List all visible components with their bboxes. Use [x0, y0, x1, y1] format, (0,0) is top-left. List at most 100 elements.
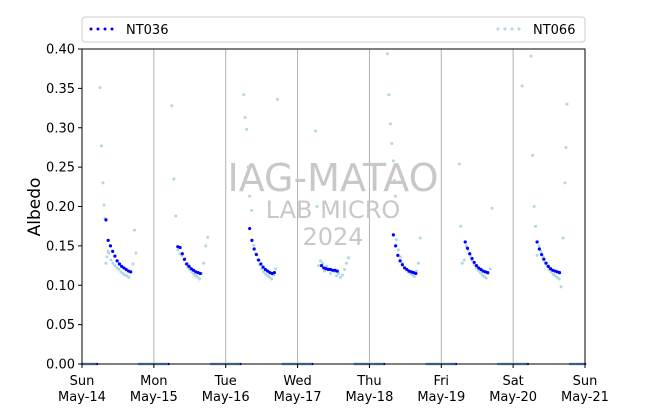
data-point-nt036: [557, 271, 562, 275]
data-point-nt066: [346, 256, 350, 260]
data-point-nt066: [388, 122, 392, 126]
data-point-nt036: [254, 252, 259, 257]
watermark-line-1: IAG-MATAO: [227, 156, 438, 200]
x-tick-label-date: May-15: [130, 390, 178, 405]
y-tick-label: 0.05: [46, 318, 75, 333]
legend-marker: [517, 27, 521, 31]
data-point-nt066: [99, 144, 103, 148]
data-point-nt066: [534, 224, 538, 228]
data-point-nt036: [335, 269, 339, 273]
data-point-nt066: [564, 145, 568, 149]
data-point-nt066: [250, 208, 254, 212]
data-point-nt036: [535, 240, 539, 244]
data-point-nt066: [396, 248, 400, 252]
data-point-nt066: [541, 255, 545, 259]
x-tick-label-date: May-21: [561, 390, 609, 405]
data-point-nt066: [338, 275, 342, 279]
data-point-nt036: [111, 249, 115, 253]
data-point-nt036: [124, 267, 128, 272]
data-point-nt036: [542, 257, 546, 261]
data-point-nt036: [396, 253, 400, 257]
data-point-nt036: [261, 265, 265, 269]
x-tick-label-date: May-17: [274, 390, 322, 405]
data-point-nt066: [276, 97, 280, 101]
y-tick-label: 0.40: [46, 43, 75, 58]
data-point-nt066: [390, 142, 394, 145]
data-point-nt036: [394, 244, 398, 248]
data-point-nt036: [477, 266, 481, 270]
legend: NT036 NT066: [81, 16, 586, 43]
data-point-nt036: [537, 247, 541, 251]
data-point-nt036: [182, 257, 187, 261]
data-point-nt066: [334, 274, 338, 278]
data-point-nt066: [248, 194, 252, 198]
data-point-nt066: [245, 127, 249, 131]
data-point-nt036: [400, 263, 404, 267]
data-point-nt036: [486, 271, 490, 275]
data-point-nt066: [174, 214, 178, 218]
data-point-nt036: [113, 254, 117, 258]
y-tick-label: 0.20: [46, 200, 75, 215]
data-point-nt036: [115, 259, 119, 263]
data-point-nt066: [206, 235, 210, 239]
data-point-nt036: [104, 218, 108, 222]
data-point-nt066: [127, 275, 131, 279]
data-point-nt066: [113, 264, 117, 268]
data-point-nt036: [326, 267, 330, 272]
data-point-nt036: [331, 268, 335, 272]
data-point-nt066: [529, 54, 533, 58]
series-nt066: [98, 52, 569, 289]
x-tick-label-day: Mon: [140, 374, 167, 389]
data-point-nt036: [250, 238, 254, 242]
data-point-nt066: [98, 86, 102, 90]
x-tick-label-date: May-16: [202, 390, 250, 405]
legend-label-nt066: NT066: [533, 23, 575, 38]
data-point-nt036: [544, 261, 548, 265]
data-point-nt066: [464, 244, 468, 248]
x-tick-label-day: Tue: [214, 374, 237, 389]
data-point-nt036: [548, 267, 553, 271]
data-point-nt066: [319, 259, 323, 263]
data-point-nt066: [202, 261, 206, 265]
data-point-nt066: [104, 261, 108, 265]
data-point-nt066: [474, 266, 478, 270]
data-point-nt066: [117, 268, 121, 271]
data-point-nt036: [474, 263, 479, 268]
y-axis: 0.00 0.05 0.10 0.15 0.20 0.25 0.30 0.35 0.40: [46, 43, 82, 373]
data-point-nt036: [465, 246, 470, 250]
data-point-nt036: [108, 244, 113, 248]
data-point-nt066: [176, 248, 180, 252]
x-tick-label-date: May-19: [417, 390, 465, 405]
data-point-nt066: [561, 236, 565, 240]
y-tick-label: 0.00: [46, 358, 75, 373]
data-point-nt066: [198, 277, 202, 281]
data-point-nt036: [122, 266, 126, 270]
x-tick-label-date: May-20: [489, 390, 537, 405]
data-point-nt036: [539, 252, 544, 257]
data-point-nt066: [321, 261, 325, 265]
data-point-nt036: [191, 268, 196, 272]
data-point-nt066: [102, 203, 106, 207]
data-point-nt066: [387, 93, 391, 97]
data-point-nt036: [248, 226, 252, 231]
data-point-nt066: [393, 194, 397, 198]
data-point-nt066: [314, 129, 318, 133]
vertical-grid: [153, 49, 514, 364]
data-point-nt036: [319, 263, 324, 268]
data-point-nt066: [418, 236, 422, 240]
data-point-nt066: [460, 261, 464, 265]
data-point-nt036: [259, 262, 263, 266]
legend-label-nt036: NT036: [126, 23, 168, 38]
y-tick-label: 0.25: [46, 161, 75, 176]
data-point-nt066: [204, 244, 208, 248]
y-tick-label: 0.15: [46, 239, 75, 254]
legend-item-nt036: NT036: [89, 23, 168, 38]
data-point-nt066: [412, 275, 416, 279]
data-point-nt066: [242, 93, 246, 97]
data-point-nt066: [537, 244, 541, 248]
legend-item-nt066: NT066: [496, 23, 575, 38]
legend-marker: [96, 27, 100, 31]
data-point-nt036: [398, 259, 402, 263]
series-nt036: [104, 218, 562, 276]
